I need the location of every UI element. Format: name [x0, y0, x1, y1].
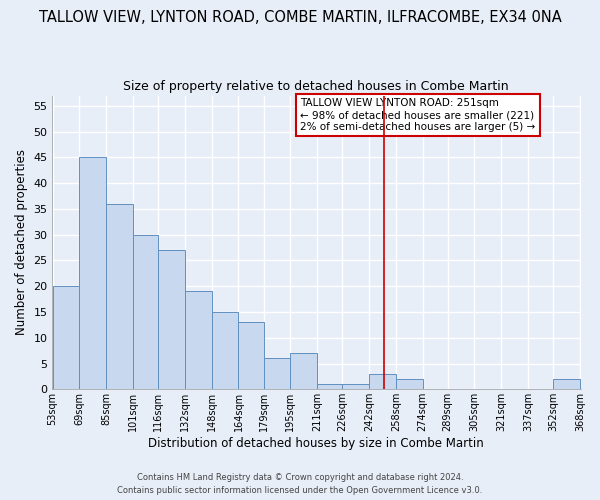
- Text: Contains HM Land Registry data © Crown copyright and database right 2024.
Contai: Contains HM Land Registry data © Crown c…: [118, 474, 482, 495]
- Bar: [263, 358, 290, 390]
- Bar: [396, 379, 422, 390]
- Bar: [185, 292, 212, 390]
- Text: TALLOW VIEW LYNTON ROAD: 251sqm
← 98% of detached houses are smaller (221)
2% of: TALLOW VIEW LYNTON ROAD: 251sqm ← 98% of…: [301, 98, 536, 132]
- Bar: [158, 250, 185, 390]
- Bar: [290, 353, 317, 390]
- Bar: [238, 322, 263, 390]
- Bar: [133, 234, 158, 390]
- Bar: [369, 374, 396, 390]
- Bar: [342, 384, 369, 390]
- Y-axis label: Number of detached properties: Number of detached properties: [15, 150, 28, 336]
- Bar: [553, 379, 580, 390]
- Bar: [79, 158, 106, 390]
- Title: Size of property relative to detached houses in Combe Martin: Size of property relative to detached ho…: [124, 80, 509, 93]
- Bar: [212, 312, 238, 390]
- Text: TALLOW VIEW, LYNTON ROAD, COMBE MARTIN, ILFRACOMBE, EX34 0NA: TALLOW VIEW, LYNTON ROAD, COMBE MARTIN, …: [38, 10, 562, 25]
- X-axis label: Distribution of detached houses by size in Combe Martin: Distribution of detached houses by size …: [148, 437, 484, 450]
- Bar: [53, 286, 79, 390]
- Bar: [106, 204, 133, 390]
- Bar: [317, 384, 342, 390]
